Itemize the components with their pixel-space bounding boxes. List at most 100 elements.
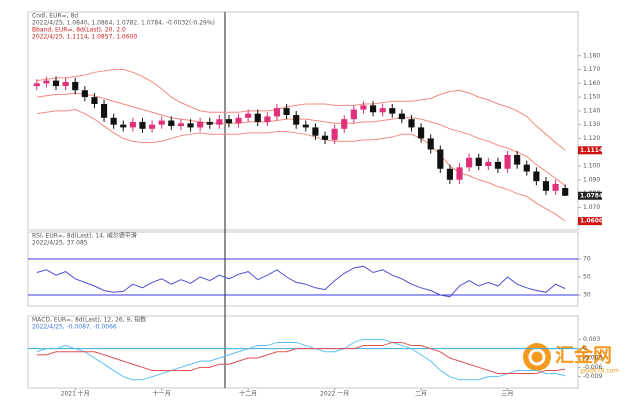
- candle-body: [52, 80, 60, 87]
- candle-body: [158, 120, 165, 125]
- candle-body: [293, 115, 300, 125]
- x-tick-label: 二月: [415, 391, 427, 398]
- candle-body: [110, 117, 117, 125]
- watermark-name: 汇金网: [555, 344, 612, 367]
- candle-body: [206, 121, 213, 125]
- rsi-panel: [27, 231, 579, 307]
- candle-body: [437, 149, 444, 169]
- x-tick-label: 十一月: [153, 390, 171, 398]
- candle-body: [427, 138, 434, 150]
- series-line: [36, 69, 566, 151]
- candle-body: [149, 124, 156, 129]
- candle-body: [216, 119, 223, 125]
- x-tick-label: 三月: [502, 391, 514, 398]
- y-tick-label: 1.070: [583, 204, 600, 211]
- price-tag: [578, 217, 602, 226]
- macd-title: MACD, EUR=, 8d(Last), 12, 26, 9, 指数: [32, 316, 146, 324]
- y-tick-label: -0.009: [583, 373, 603, 380]
- candle-body: [523, 164, 530, 172]
- y-tick-label: 1.150: [583, 94, 600, 101]
- macd-subtitle: 2022/4/25, -0.0087, -0.0066: [32, 324, 117, 331]
- candle-body: [389, 108, 396, 114]
- candle-body: [168, 120, 175, 127]
- x-tick-label: 2022 一月: [320, 391, 349, 398]
- y-tick-label: 1.120: [583, 135, 600, 142]
- y-tick-label: 0.003: [583, 336, 600, 343]
- price-tag-label: 1.0600: [580, 218, 603, 225]
- candle-body: [350, 109, 357, 120]
- candle-body: [341, 119, 348, 129]
- candle-body: [360, 105, 367, 110]
- price-tag: [578, 191, 602, 200]
- price-tag-label: 1.1114: [580, 147, 603, 154]
- candle-body: [120, 124, 127, 128]
- y-tick-label: 1.130: [583, 121, 600, 128]
- candle-body: [446, 168, 453, 180]
- candle-body: [533, 171, 540, 182]
- candle-body: [302, 124, 309, 128]
- candle-body: [552, 183, 559, 191]
- candle-body: [254, 113, 261, 122]
- candle-body: [562, 188, 569, 196]
- candle-body: [62, 81, 69, 87]
- price-tag: [578, 146, 602, 155]
- candle-body: [514, 154, 521, 165]
- x-tick-label: 2021 十月: [61, 390, 90, 398]
- candle-body: [418, 127, 425, 139]
- y-tick-label: 1.100: [583, 163, 600, 170]
- series-line: [36, 92, 566, 187]
- candle-body: [235, 117, 242, 124]
- candle-body: [225, 119, 233, 124]
- candle-body: [129, 121, 136, 128]
- price-subtitle: 2022/4/25, 1.0840, 1.0864, 1.0782, 1.078…: [32, 20, 215, 27]
- candle-body: [504, 154, 511, 169]
- series-line: [36, 108, 566, 222]
- candle-body: [273, 108, 281, 117]
- candle-body: [494, 161, 502, 169]
- candle-body: [72, 81, 79, 91]
- y-tick-label: 50: [583, 274, 591, 281]
- candle-body: [100, 104, 108, 118]
- y-tick-label: 30: [583, 292, 591, 299]
- indicator-values: 2022/4/25, 1.1114, 1.0857, 1.0600: [32, 34, 137, 41]
- watermark-url: gold678.com: [580, 368, 619, 375]
- y-tick-label: 1.140: [583, 107, 600, 114]
- candle-body: [177, 123, 184, 127]
- x-tick-label: 十二月: [239, 390, 257, 398]
- y-tick-label: -0.003: [583, 355, 603, 362]
- candle-body: [321, 135, 329, 140]
- candle-body: [43, 80, 50, 84]
- candle-body: [283, 108, 290, 116]
- candle-body: [187, 123, 194, 128]
- candle-body: [245, 113, 252, 118]
- macd-panel: [27, 315, 579, 389]
- y-tick-label: 70: [583, 256, 591, 263]
- y-tick-label: -0.006: [583, 364, 603, 371]
- y-tick-label: 1.090: [583, 176, 600, 183]
- candle-body: [379, 108, 386, 113]
- candle-body: [197, 121, 204, 128]
- price-tag-label: 1.0784: [580, 192, 603, 199]
- candle-body: [264, 116, 271, 122]
- y-tick-label: 1.160: [583, 80, 600, 87]
- candle-body: [33, 83, 40, 87]
- candle-body: [485, 161, 492, 166]
- y-tick-label: 0: [583, 345, 587, 352]
- series-line: [36, 341, 566, 375]
- indicator-name: Bband, EUR=, 8d(Last), 20, 2.0: [32, 27, 126, 34]
- candle-body: [466, 157, 473, 168]
- price-panel: [27, 11, 579, 231]
- candle-body: [456, 167, 463, 180]
- price-title: Cndl, EUR=, 8d: [32, 13, 78, 20]
- candle-body: [475, 157, 482, 166]
- candle-body: [369, 105, 377, 113]
- logo: [523, 343, 551, 371]
- rsi-title: RSI, EUR=, 8d(Last), 14, 威尔德平滑: [32, 232, 137, 240]
- series-line: [36, 338, 566, 381]
- rsi-subtitle: 2022/4/25, 37.085: [32, 240, 88, 247]
- candle-body: [408, 119, 415, 128]
- y-tick-label: 1.180: [583, 52, 600, 59]
- candle-body: [81, 90, 88, 98]
- candle-body: [331, 128, 338, 140]
- y-tick-label: 1.170: [583, 66, 600, 73]
